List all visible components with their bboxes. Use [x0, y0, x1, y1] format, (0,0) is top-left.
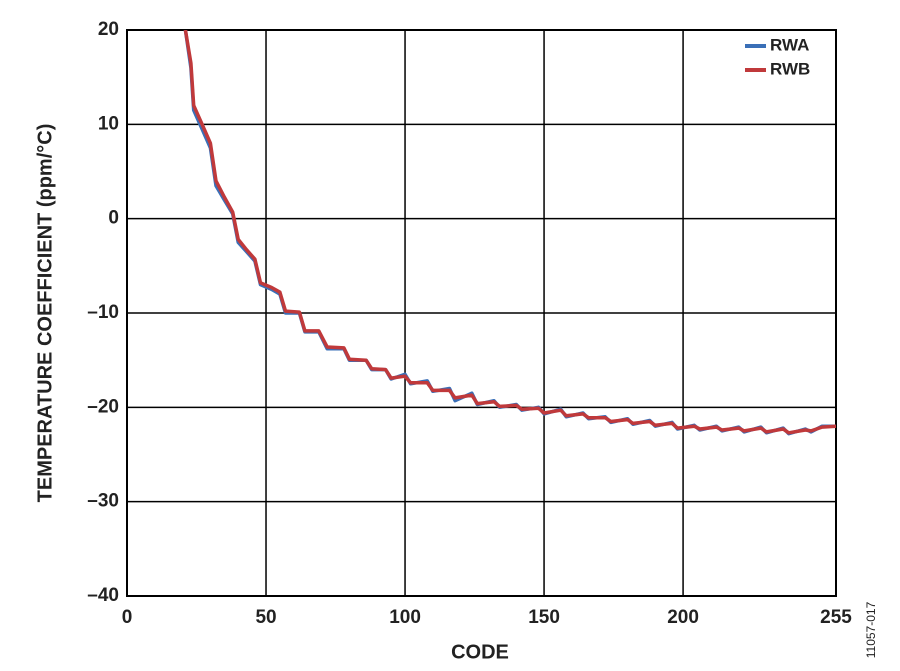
y-axis-title: TEMPERATURE COEFFICIENT (ppm/°C) — [34, 124, 56, 503]
plot-frame — [126, 29, 837, 597]
y-tick-label: –10 — [87, 302, 119, 323]
x-tick-label: 150 — [528, 607, 560, 628]
data-line — [183, 30, 836, 436]
data-line — [183, 30, 836, 435]
legend-label: RWA — [770, 35, 809, 54]
y-tick-label: 0 — [108, 208, 119, 229]
x-axis-title: CODE — [451, 641, 509, 663]
x-tick-label: 0 — [122, 607, 133, 628]
y-tick-label: 20 — [98, 19, 119, 40]
legend-label: RWB — [770, 59, 810, 78]
figure-id: 11057-017 — [864, 601, 878, 658]
y-tick-label: 10 — [98, 113, 119, 134]
y-tick-label: –30 — [87, 491, 119, 512]
x-tick-label: 200 — [667, 607, 699, 628]
y-tick-label: –40 — [87, 585, 119, 606]
plot-area — [183, 30, 836, 436]
x-tick-label: 50 — [255, 607, 276, 628]
y-tick-label: –20 — [87, 396, 119, 417]
x-tick-label: 255 — [820, 607, 852, 628]
x-tick-label: 100 — [389, 607, 421, 628]
